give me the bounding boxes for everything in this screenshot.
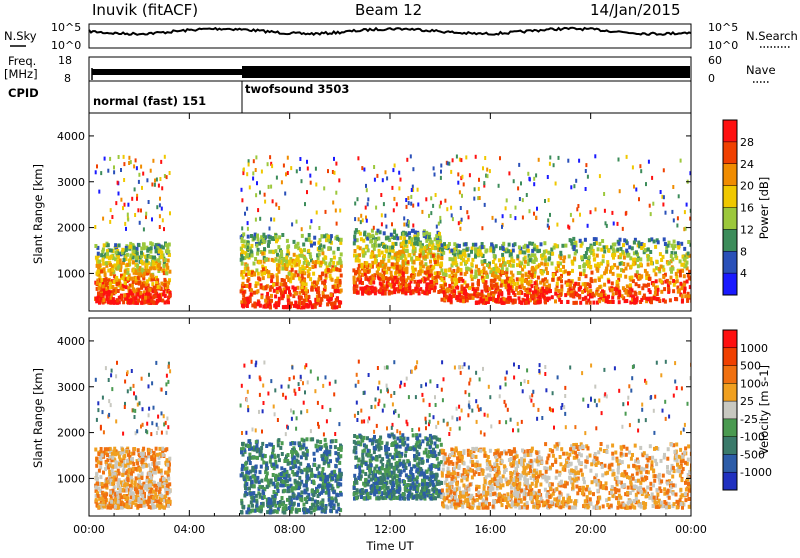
x-tick-4: 16:00 [474, 523, 506, 536]
x-tick-1: 04:00 [173, 523, 205, 536]
beam-title: Beam 12 [355, 1, 422, 19]
x-tick-0: 00:00 [73, 523, 105, 536]
velocity-cb-tick-7: -1000 [740, 466, 772, 479]
power-cb-tick-0: 28 [740, 136, 754, 149]
power-ytick-2000: 2000 [57, 222, 85, 235]
velocity-cb-tick-0: 1000 [740, 342, 768, 355]
power-cb-tick-3: 16 [740, 202, 754, 215]
noise-left-tick-bottom: 10^0 [51, 39, 81, 52]
cpid-panel: CPID normal (fast) 151 twofsound 3503 [8, 81, 691, 113]
power-cb-tick-5: 8 [740, 245, 747, 258]
velocity-cb-tick-3: 25 [740, 395, 754, 408]
x-tick-6: 00:00 [675, 523, 707, 536]
power-colorbar-label: Power [dB] [757, 177, 771, 240]
power-ylabel: Slant Range [km] [31, 164, 45, 264]
power-ytick-1000: 1000 [57, 267, 85, 280]
velocity-heatmap [94, 360, 693, 515]
freq-panel: Freq. [MHz] 18 8 60 0 Nave [4, 54, 776, 85]
freq-left-tick-bottom: 8 [64, 72, 71, 85]
velocity-ytick-1000: 1000 [57, 472, 85, 485]
power-cb-tick-1: 24 [740, 158, 754, 171]
noise-left-label: N.Sky [4, 29, 37, 43]
cpid-mode-2: twofsound 3503 [245, 82, 349, 96]
velocity-ylabel: Slant Range [km] [31, 368, 45, 468]
power-colorbar: 28 24 20 16 12 8 4 [723, 120, 754, 296]
noise-right-tick-bottom: 10^0 [708, 39, 738, 52]
freq-left-label: Freq. [8, 54, 36, 68]
nave-right-label: Nave [746, 63, 776, 77]
noise-right-label: N.Search [746, 29, 798, 43]
date-title: 14/Jan/2015 [590, 1, 681, 19]
power-heatmap [94, 154, 694, 309]
x-tick-5: 20:00 [575, 523, 607, 536]
cpid-label: CPID [8, 86, 39, 100]
velocity-cb-tick-4: -25 [740, 413, 758, 426]
velocity-panel: 4000 3000 2000 1000 Slant Range [km] [31, 318, 693, 516]
power-ytick-3000: 3000 [57, 176, 85, 189]
velocity-colorbar-label: Velocity [m s-1] [757, 365, 771, 455]
freq-left-tick-top: 18 [58, 54, 72, 67]
noise-panel: N.Sky 10^5 10^0 10^5 10^0 N.Search [4, 21, 798, 52]
freq-right-tick-bottom: 0 [708, 72, 715, 85]
noise-right-tick-top: 10^5 [708, 21, 738, 34]
x-axis-label: Time UT [365, 539, 414, 553]
noise-left-tick-top: 10^5 [51, 21, 81, 34]
power-cb-tick-4: 12 [740, 223, 754, 236]
power-ytick-4000: 4000 [57, 130, 85, 143]
x-tick-2: 08:00 [274, 523, 306, 536]
freq-left-unit: [MHz] [4, 67, 38, 81]
power-panel: 4000 3000 2000 1000 Slant Range [km] [31, 113, 694, 311]
cpid-mode-1: normal (fast) 151 [93, 94, 206, 108]
freq-right-tick-top: 60 [708, 54, 722, 67]
velocity-ytick-4000: 4000 [57, 335, 85, 348]
site-title: Inuvik (fitACF) [92, 1, 198, 19]
x-tick-3: 12:00 [374, 523, 406, 536]
velocity-ytick-2000: 2000 [57, 427, 85, 440]
velocity-ytick-3000: 3000 [57, 381, 85, 394]
power-cb-tick-6: 4 [740, 267, 747, 280]
power-cb-tick-2: 20 [740, 180, 754, 193]
